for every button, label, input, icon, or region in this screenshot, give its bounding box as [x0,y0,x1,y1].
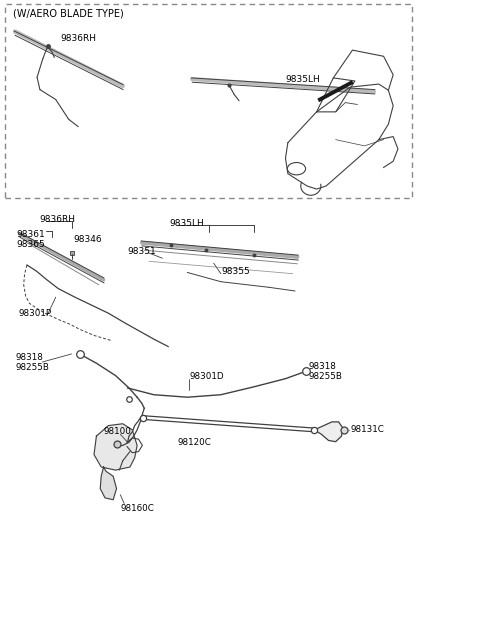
Text: 98160C: 98160C [120,504,154,513]
Text: 98255B: 98255B [15,363,49,372]
Text: (W/AERO BLADE TYPE): (W/AERO BLADE TYPE) [12,9,123,19]
Text: 9836RH: 9836RH [60,35,96,43]
Text: 98346: 98346 [73,235,102,245]
Polygon shape [100,467,117,500]
Text: 98301D: 98301D [190,371,224,381]
Polygon shape [314,422,343,442]
Text: 9836RH: 9836RH [39,215,75,224]
Text: 98318: 98318 [15,353,43,362]
Text: 98365: 98365 [16,240,45,249]
Text: 98361: 98361 [16,230,45,239]
Text: 98255B: 98255B [309,371,342,381]
Text: 98318: 98318 [309,362,336,371]
Text: 9835LH: 9835LH [169,219,204,228]
Text: 98351: 98351 [128,247,156,256]
Bar [5,4,412,198]
Text: 98100: 98100 [104,427,132,436]
Text: 98355: 98355 [222,267,251,275]
Text: 98131C: 98131C [350,425,384,435]
Text: 98301P: 98301P [19,309,52,318]
Polygon shape [94,424,137,470]
Text: 9835LH: 9835LH [286,76,320,84]
Text: 98120C: 98120C [178,438,212,447]
